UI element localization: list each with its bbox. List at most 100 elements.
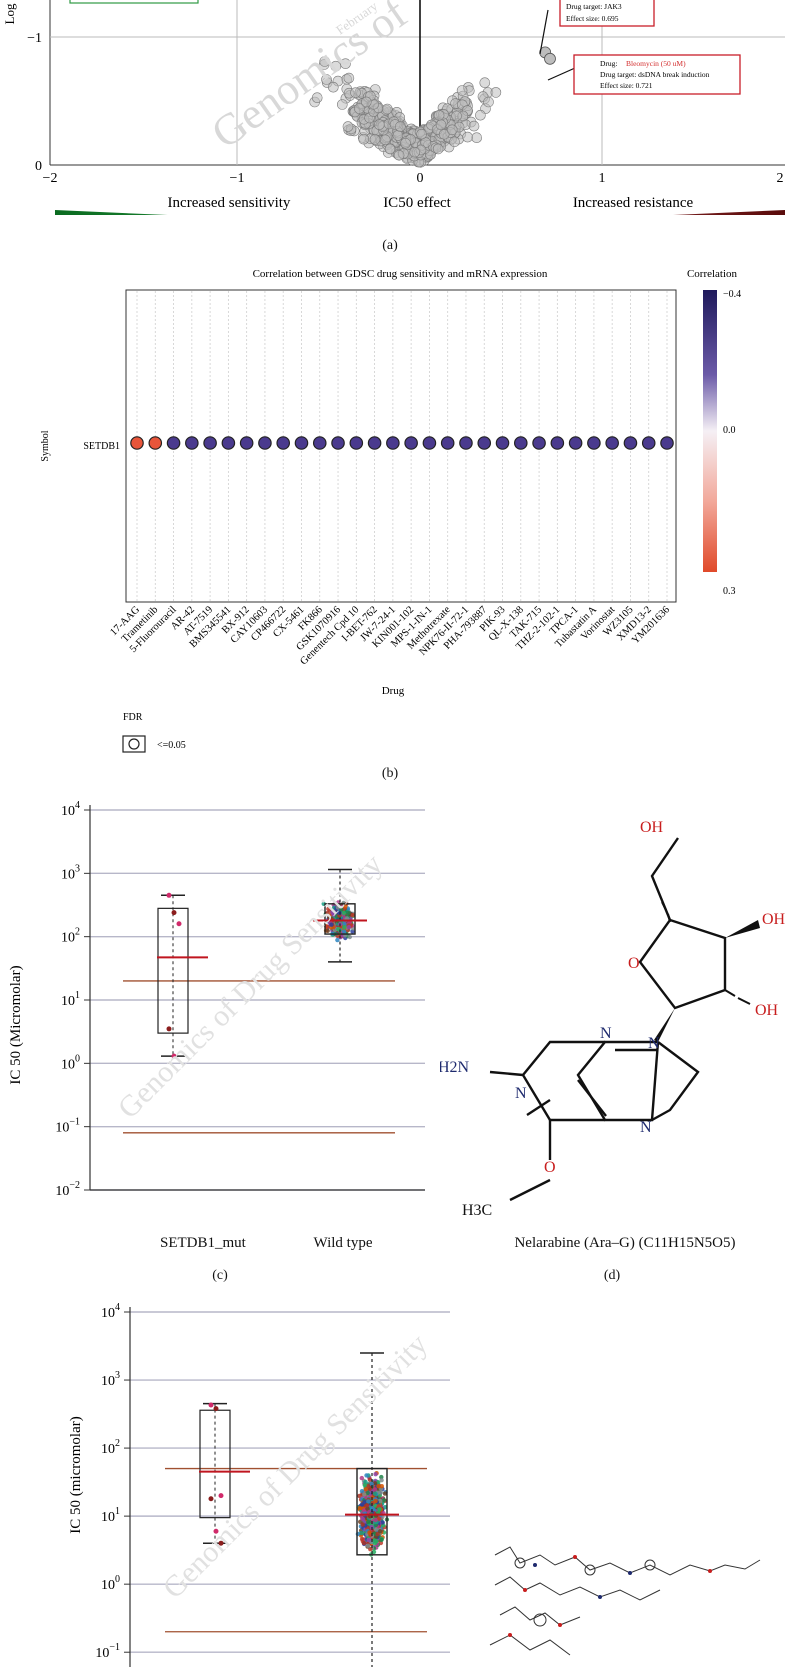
data-point: [208, 1402, 214, 1408]
volcano-point: [475, 109, 486, 121]
caption-c: (c): [212, 1268, 228, 1283]
panel-d-compound-name: Nelarabine (Ara–G) (C11H15N5O5): [514, 1235, 736, 1251]
panel-a-ytick: −1: [27, 31, 42, 46]
correlation-dot: [166, 436, 181, 450]
data-point: [381, 1498, 387, 1503]
volcano-point: [379, 134, 391, 146]
panel-a-xtick: 1: [599, 171, 606, 186]
data-point: [218, 1493, 224, 1499]
data-point: [166, 892, 172, 898]
data-point: [341, 929, 347, 934]
correlation-dot: [404, 436, 418, 450]
volcano-point: [483, 96, 494, 108]
correlation-dot: [477, 436, 492, 450]
data-point: [366, 1499, 371, 1504]
volcano-point: [432, 143, 444, 155]
data-point: [376, 1484, 381, 1489]
data-point: [359, 1489, 365, 1494]
volcano-point: [353, 103, 365, 114]
atom-h2n: H2N: [440, 1059, 470, 1076]
data-point: [171, 910, 177, 916]
volcano-point: [373, 119, 385, 130]
data-point: [361, 1540, 367, 1546]
correlation-dot: [294, 436, 309, 450]
volcano-point: [350, 87, 361, 98]
atom-n: N: [648, 1035, 660, 1052]
panel-a-xtick: −2: [43, 171, 58, 186]
data-point: [373, 1472, 378, 1477]
panel-a-legend-box: [69, 0, 199, 4]
volcano-point: [336, 99, 348, 110]
volcano-point: [381, 103, 393, 115]
volcano-point: [394, 121, 406, 132]
data-point: [346, 910, 351, 916]
y-tick-label: 104: [61, 800, 80, 819]
correlation-dot: [221, 436, 236, 450]
data-point: [329, 922, 334, 927]
panel-c-watermark: Genomics of Drug Sensitivity: [112, 848, 389, 1125]
callout2-leader: [547, 67, 576, 81]
panel-c-ylabel: IC 50 (Micromolar): [8, 965, 24, 1084]
volcano-point: [416, 128, 427, 140]
volcano-point: [342, 121, 354, 132]
atom-o: O: [544, 1159, 556, 1176]
panel-d-nelarabine-structure: OH OH OH O N N N N O H2N H3C: [440, 819, 785, 1219]
data-point: [375, 1531, 380, 1537]
data-point: [369, 1481, 374, 1487]
data-point: [325, 928, 330, 933]
correlation-dot: [422, 436, 437, 450]
correlation-dot: [605, 436, 619, 450]
data-point: [343, 904, 348, 909]
panel-a-xtick: 2: [777, 171, 784, 186]
box: [157, 907, 189, 1034]
data-point: [166, 1026, 172, 1032]
correlation-dot: [258, 436, 272, 450]
correlation-dot: [495, 436, 510, 450]
data-point: [360, 1516, 366, 1522]
volcano-point: [319, 56, 331, 67]
correlation-dot: [203, 436, 217, 450]
y-tick-label: 103: [101, 1370, 120, 1389]
data-point: [208, 1496, 214, 1502]
correlation-dot: [641, 436, 656, 450]
data-point: [364, 1503, 370, 1508]
data-point: [342, 925, 347, 930]
sensitivity-wedge: [55, 210, 168, 215]
volcano-point: [321, 74, 332, 85]
atom-n: N: [515, 1085, 527, 1102]
panel-b-ylabel: Symbol: [40, 430, 51, 461]
data-point: [372, 1541, 378, 1546]
colorbar-tick: 0.3: [723, 586, 736, 597]
data-point: [350, 913, 356, 918]
data-point: [373, 1498, 378, 1504]
callout1-leader: [539, 9, 549, 55]
panel-b-row-label: SETDB1: [83, 441, 120, 452]
volcano-point: [360, 96, 372, 108]
y-tick-label: 10−1: [55, 1117, 80, 1136]
volcano-point: [462, 131, 473, 143]
data-point: [371, 1549, 377, 1555]
data-point: [365, 1490, 370, 1496]
correlation-dot: [239, 436, 254, 450]
correlation-dot: [349, 436, 364, 450]
panel-b-legend-title: Correlation: [687, 268, 738, 280]
fdr-swatch: [122, 735, 146, 753]
panel-e-plot: [165, 1352, 427, 1667]
correlation-dot: [130, 436, 144, 450]
correlation-dot: [331, 436, 345, 450]
panel-b-dots: [130, 436, 674, 450]
atom-n: N: [640, 1119, 652, 1136]
y-tick-label: 10−2: [55, 1180, 80, 1199]
volcano-point: [400, 137, 411, 149]
correlation-dot: [459, 436, 473, 450]
data-point: [213, 1528, 219, 1534]
y-tick-label: 103: [61, 863, 80, 882]
data-point: [331, 912, 336, 917]
correlation-dot: [532, 436, 546, 450]
panel-e-molecule-structure: [489, 1546, 761, 1656]
atom-oh: OH: [762, 911, 785, 928]
fdr-title: FDR: [123, 712, 143, 723]
data-point: [360, 1522, 365, 1527]
volcano-point: [471, 132, 483, 143]
panel-c-boxplot: 10−2 10−1 100 101 102 103 104 IC 50 (Micromola…: [8, 800, 425, 1199]
